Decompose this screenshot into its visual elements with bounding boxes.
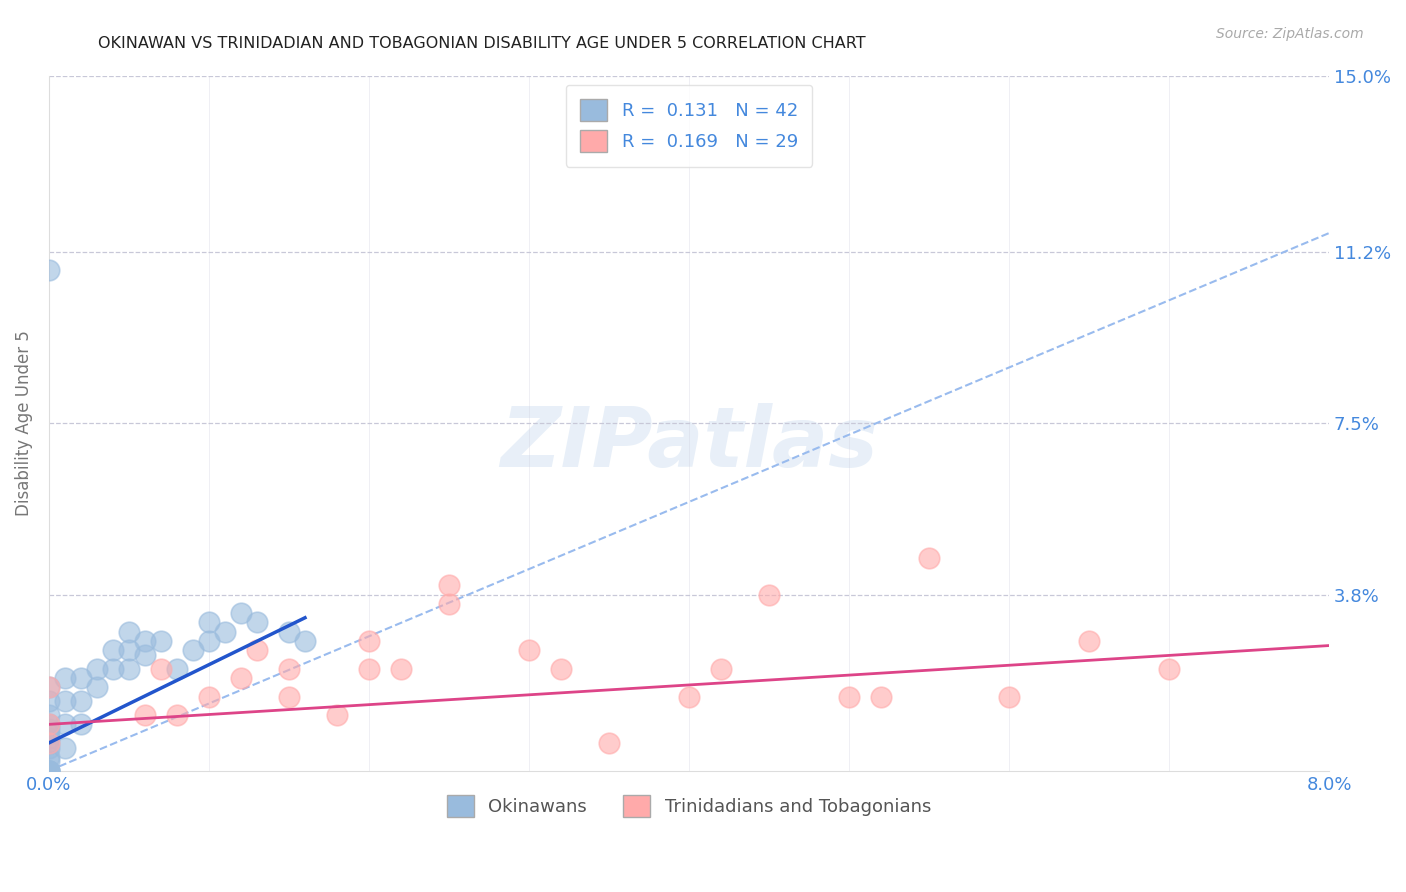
- Point: [86, 662, 108, 676]
- Point: [70, 717, 93, 731]
- Point: [246, 643, 269, 657]
- Point: [598, 736, 620, 750]
- Point: [357, 662, 380, 676]
- Point: [101, 662, 124, 676]
- Point: [101, 643, 124, 657]
- Point: [166, 708, 188, 723]
- Y-axis label: Disability Age Under 5: Disability Age Under 5: [15, 330, 32, 516]
- Point: [389, 662, 412, 676]
- Point: [149, 634, 172, 648]
- Point: [838, 690, 860, 704]
- Point: [38, 717, 60, 731]
- Point: [246, 615, 269, 630]
- Point: [38, 764, 60, 778]
- Point: [86, 680, 108, 694]
- Point: [53, 717, 76, 731]
- Point: [38, 764, 60, 778]
- Point: [38, 680, 60, 694]
- Point: [70, 694, 93, 708]
- Point: [118, 643, 141, 657]
- Point: [357, 634, 380, 648]
- Point: [758, 588, 780, 602]
- Point: [1078, 634, 1101, 648]
- Point: [437, 597, 460, 611]
- Point: [134, 634, 156, 648]
- Point: [38, 694, 60, 708]
- Point: [70, 671, 93, 685]
- Point: [198, 690, 221, 704]
- Point: [1157, 662, 1180, 676]
- Text: OKINAWAN VS TRINIDADIAN AND TOBAGONIAN DISABILITY AGE UNDER 5 CORRELATION CHART: OKINAWAN VS TRINIDADIAN AND TOBAGONIAN D…: [98, 36, 866, 51]
- Point: [38, 755, 60, 769]
- Point: [278, 662, 301, 676]
- Point: [38, 722, 60, 736]
- Point: [278, 690, 301, 704]
- Point: [326, 708, 349, 723]
- Point: [550, 662, 572, 676]
- Point: [517, 643, 540, 657]
- Point: [38, 736, 60, 750]
- Point: [134, 648, 156, 662]
- Legend: Okinawans, Trinidadians and Tobagonians: Okinawans, Trinidadians and Tobagonians: [440, 788, 938, 824]
- Point: [38, 726, 60, 740]
- Point: [294, 634, 316, 648]
- Point: [38, 764, 60, 778]
- Point: [918, 550, 941, 565]
- Point: [53, 694, 76, 708]
- Point: [278, 624, 301, 639]
- Point: [998, 690, 1021, 704]
- Text: ZIPatlas: ZIPatlas: [501, 403, 877, 484]
- Point: [198, 634, 221, 648]
- Point: [38, 736, 60, 750]
- Point: [38, 708, 60, 723]
- Point: [38, 764, 60, 778]
- Point: [181, 643, 204, 657]
- Point: [38, 749, 60, 764]
- Point: [198, 615, 221, 630]
- Point: [149, 662, 172, 676]
- Point: [710, 662, 733, 676]
- Point: [870, 690, 893, 704]
- Point: [229, 606, 252, 620]
- Point: [38, 731, 60, 746]
- Point: [53, 671, 76, 685]
- Point: [118, 624, 141, 639]
- Point: [118, 662, 141, 676]
- Point: [53, 740, 76, 755]
- Point: [678, 690, 700, 704]
- Point: [38, 263, 60, 277]
- Point: [229, 671, 252, 685]
- Text: Source: ZipAtlas.com: Source: ZipAtlas.com: [1216, 27, 1364, 41]
- Point: [134, 708, 156, 723]
- Point: [38, 740, 60, 755]
- Point: [214, 624, 236, 639]
- Point: [437, 578, 460, 592]
- Point: [38, 680, 60, 694]
- Point: [38, 717, 60, 731]
- Point: [166, 662, 188, 676]
